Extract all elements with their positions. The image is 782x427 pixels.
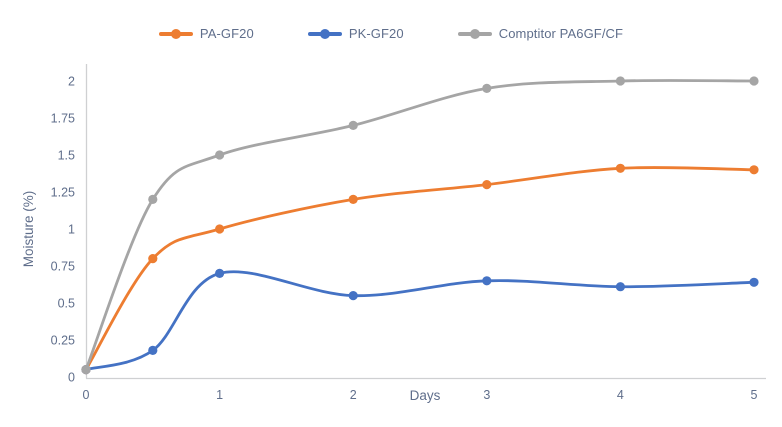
data-point-Comptitor PA6GF/CF bbox=[148, 194, 158, 204]
legend-item-pk-gf20: PK-GF20 bbox=[307, 26, 404, 41]
series-line-PK-GF20 bbox=[84, 270, 756, 371]
legend-line-dot-icon bbox=[457, 28, 492, 39]
series-line-PA-GF20 bbox=[84, 166, 756, 371]
data-point-PK-GF20 bbox=[215, 268, 225, 278]
y-tick-label: 0.5 bbox=[58, 297, 75, 311]
data-point-PK-GF20 bbox=[348, 291, 358, 301]
data-point-Comptitor PA6GF/CF bbox=[215, 150, 225, 160]
legend-label: Comptitor PA6GF/CF bbox=[498, 26, 624, 41]
series-line-Comptitor PA6GF/CF bbox=[84, 79, 756, 371]
y-axis-title: Moisture (%) bbox=[21, 190, 36, 268]
x-tick-label: 3 bbox=[483, 388, 490, 402]
x-tick-label: 4 bbox=[617, 388, 624, 402]
legend-label: PK-GF20 bbox=[348, 26, 404, 41]
y-tick-label: 2 bbox=[68, 75, 75, 89]
data-point-Comptitor PA6GF/CF bbox=[749, 76, 759, 86]
x-axis-title: Days bbox=[409, 388, 441, 403]
data-point-PA-GF20 bbox=[615, 163, 626, 173]
data-point-PK-GF20 bbox=[615, 282, 626, 292]
data-point-Comptitor PA6GF/CF bbox=[348, 120, 358, 130]
data-point-Comptitor PA6GF/CF bbox=[615, 76, 626, 86]
data-point-PA-GF20 bbox=[148, 254, 158, 264]
data-point-PA-GF20 bbox=[482, 180, 492, 190]
x-tick-label: 5 bbox=[751, 388, 758, 402]
data-point-PA-GF20 bbox=[215, 224, 225, 234]
legend-line-dot-icon bbox=[307, 28, 342, 39]
legend-dot-icon bbox=[469, 28, 480, 39]
legend-dot-icon bbox=[319, 28, 330, 39]
legend-item-comptitor: Comptitor PA6GF/CF bbox=[457, 26, 624, 41]
y-tick-label: 1.5 bbox=[58, 149, 75, 163]
y-tick-label: 0 bbox=[68, 371, 75, 385]
x-tick-label: 1 bbox=[216, 388, 223, 402]
x-tick-label: 2 bbox=[350, 388, 357, 402]
data-point-PA-GF20 bbox=[749, 165, 759, 175]
y-tick-label: 1.25 bbox=[51, 186, 75, 200]
chart-legend: PA-GF20 PK-GF20 Comptitor PA6GF/CF bbox=[0, 26, 782, 41]
legend-item-pa-gf20: PA-GF20 bbox=[158, 26, 254, 41]
data-point-PA-GF20 bbox=[348, 194, 358, 204]
data-point-PK-GF20 bbox=[148, 345, 158, 355]
data-point-PK-GF20 bbox=[749, 277, 759, 287]
legend-dot-icon bbox=[170, 28, 181, 39]
legend-line-dot-icon bbox=[158, 28, 193, 39]
y-tick-label: 0.75 bbox=[51, 260, 75, 274]
data-point-PK-GF20 bbox=[482, 276, 492, 286]
x-tick-label: 0 bbox=[83, 388, 90, 402]
y-tick-label: 1.75 bbox=[51, 112, 75, 126]
legend-label: PA-GF20 bbox=[199, 26, 254, 41]
y-tick-label: 1 bbox=[68, 223, 75, 237]
data-point-Comptitor PA6GF/CF bbox=[482, 83, 492, 93]
data-point-Comptitor PA6GF/CF bbox=[81, 365, 91, 375]
y-tick-label: 0.25 bbox=[51, 334, 75, 348]
